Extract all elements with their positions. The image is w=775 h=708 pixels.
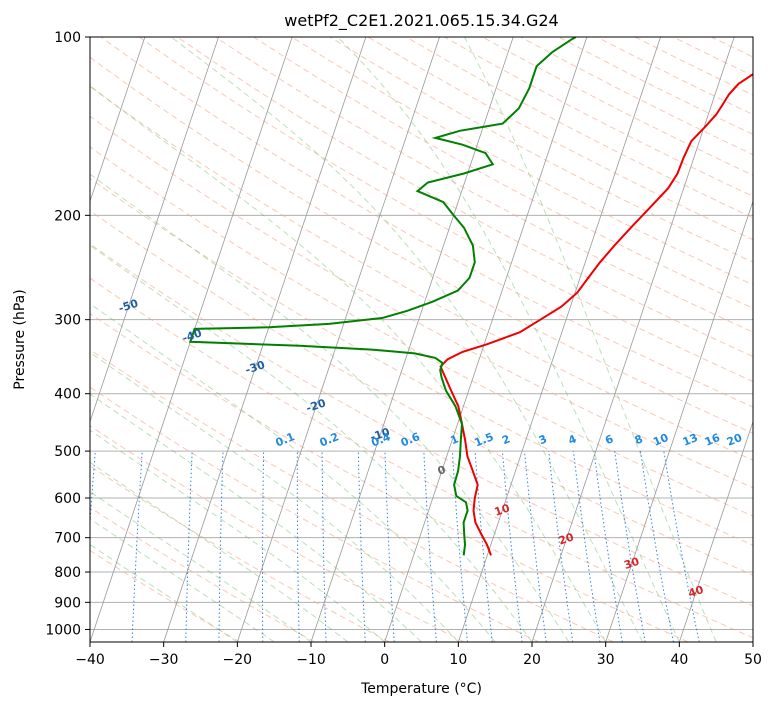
dry-adiabat: [291, 37, 753, 286]
moist-adiabat: [90, 351, 459, 642]
moist-adiabat: [90, 303, 496, 642]
mixing-ratio-line: [572, 451, 601, 642]
moist-adiabat: [90, 518, 275, 642]
isotherm-label: -50: [117, 297, 140, 316]
temperature-series: [439, 73, 753, 556]
moist-adiabat: [90, 393, 422, 642]
y-tick-label: 1000: [45, 622, 81, 638]
y-tick-label: 900: [54, 595, 81, 611]
y-axis-ticks: 100 200 300 400 500 600 700 800 900 1000: [45, 30, 90, 638]
dry-adiabats: [90, 37, 753, 642]
plot-area: -100-90-80-70-60-50-40-30-20-10010203040…: [90, 37, 753, 642]
moist-adiabat: [463, 37, 717, 642]
isotherm: [384, 37, 588, 642]
mixing-ratio-label: 10: [651, 431, 670, 449]
isotherm: [90, 37, 146, 203]
dry-adiabat: [90, 425, 465, 642]
x-tick-label: −30: [149, 652, 179, 668]
y-tick-label: 100: [54, 30, 81, 46]
y-tick-label: 200: [54, 208, 81, 224]
isotherm-label: -20: [305, 396, 328, 415]
y-tick-label: 300: [54, 313, 81, 329]
line-labels: -100-90-80-70-60-50-40-30-20-10010203040…: [117, 297, 744, 601]
isotherm: [605, 199, 753, 642]
mixing-ratio-label: 8: [633, 432, 645, 447]
isotherm-label: 10: [493, 501, 512, 518]
dry-adiabat: [177, 37, 753, 358]
dry-adiabat: [90, 210, 753, 576]
sounding-series: [188, 37, 753, 556]
dry-adiabat: [90, 85, 753, 461]
mixing-ratio-line: [524, 451, 547, 642]
dry-adiabat: [90, 115, 753, 489]
chart-title: wetPf2_C2E1.2021.065.15.34.G24: [284, 11, 558, 31]
mixing-ratio-line: [593, 451, 623, 642]
y-tick-label: 600: [54, 491, 81, 507]
mixing-ratio-line: [548, 451, 574, 642]
x-axis-ticks: −40 −30 −20 −10 0 10 20 30 40 50: [75, 642, 762, 668]
y-tick-label: 700: [54, 531, 81, 547]
moist-adiabat: [90, 244, 533, 642]
isotherm: [678, 420, 753, 642]
x-axis-title: Temperature (°C): [360, 681, 482, 697]
moist-adiabat: [90, 173, 570, 642]
isotherm: [310, 37, 514, 642]
isotherm-label: 40: [687, 583, 706, 600]
x-tick-label: −40: [75, 652, 105, 668]
isotherm-label: 20: [557, 530, 576, 547]
dry-adiabat: [90, 177, 753, 546]
isotherm-label: -40: [181, 326, 204, 345]
y-tick-label: 800: [54, 565, 81, 581]
dry-adiabat: [90, 386, 540, 642]
y-tick-label: 400: [54, 387, 81, 403]
y-axis-title: Pressure (hPa): [12, 289, 28, 389]
x-tick-label: −20: [223, 652, 253, 668]
moist-adiabat: [90, 429, 386, 642]
mixing-ratio-label: 16: [703, 431, 722, 449]
isotherm-label: 30: [622, 555, 641, 572]
moist-adiabat: [90, 461, 349, 642]
mixing-ratio-label: 20: [725, 431, 744, 449]
y-tick-label: 500: [54, 444, 81, 460]
moist-adiabats: [90, 37, 717, 642]
dry-adiabat: [90, 549, 241, 642]
dry-adiabat: [90, 312, 689, 642]
x-tick-label: 40: [670, 652, 688, 668]
pressure-gridlines: [90, 37, 753, 630]
isotherms: [90, 37, 753, 642]
mixing-ratio-label: 1: [449, 432, 461, 447]
dry-adiabat: [90, 243, 753, 607]
mixing-ratio-label: 13: [681, 431, 700, 449]
mixing-ratio-label: 2: [500, 432, 512, 447]
dry-adiabat: [138, 37, 753, 383]
x-tick-label: 50: [744, 652, 762, 668]
isotherm: [457, 37, 661, 642]
x-tick-label: 0: [380, 652, 389, 668]
x-tick-label: 20: [523, 652, 541, 668]
dewpoint-series: [188, 37, 577, 556]
mixing-ratio-line: [474, 451, 493, 642]
mixing-ratio-label: 3: [537, 432, 549, 447]
dry-adiabat: [90, 146, 753, 517]
x-tick-label: 30: [597, 652, 615, 668]
isotherm-label: -30: [244, 358, 267, 377]
isotherm: [163, 37, 367, 642]
dry-adiabat: [253, 37, 753, 309]
mixing-ratio-line: [501, 451, 523, 642]
dry-adiabat: [90, 506, 315, 642]
isotherm: [90, 37, 219, 423]
x-tick-label: −10: [296, 652, 326, 668]
plot-frame: [89, 36, 754, 643]
isotherm-label: -10: [368, 425, 391, 444]
moist-adiabat: [90, 85, 607, 642]
x-tick-label: 10: [449, 652, 467, 668]
isotherm: [531, 37, 735, 642]
mixing-ratio-line: [663, 451, 700, 642]
isotherm-label: 0: [436, 463, 448, 478]
isotherm: [236, 37, 440, 642]
moist-adiabat: [170, 37, 643, 642]
